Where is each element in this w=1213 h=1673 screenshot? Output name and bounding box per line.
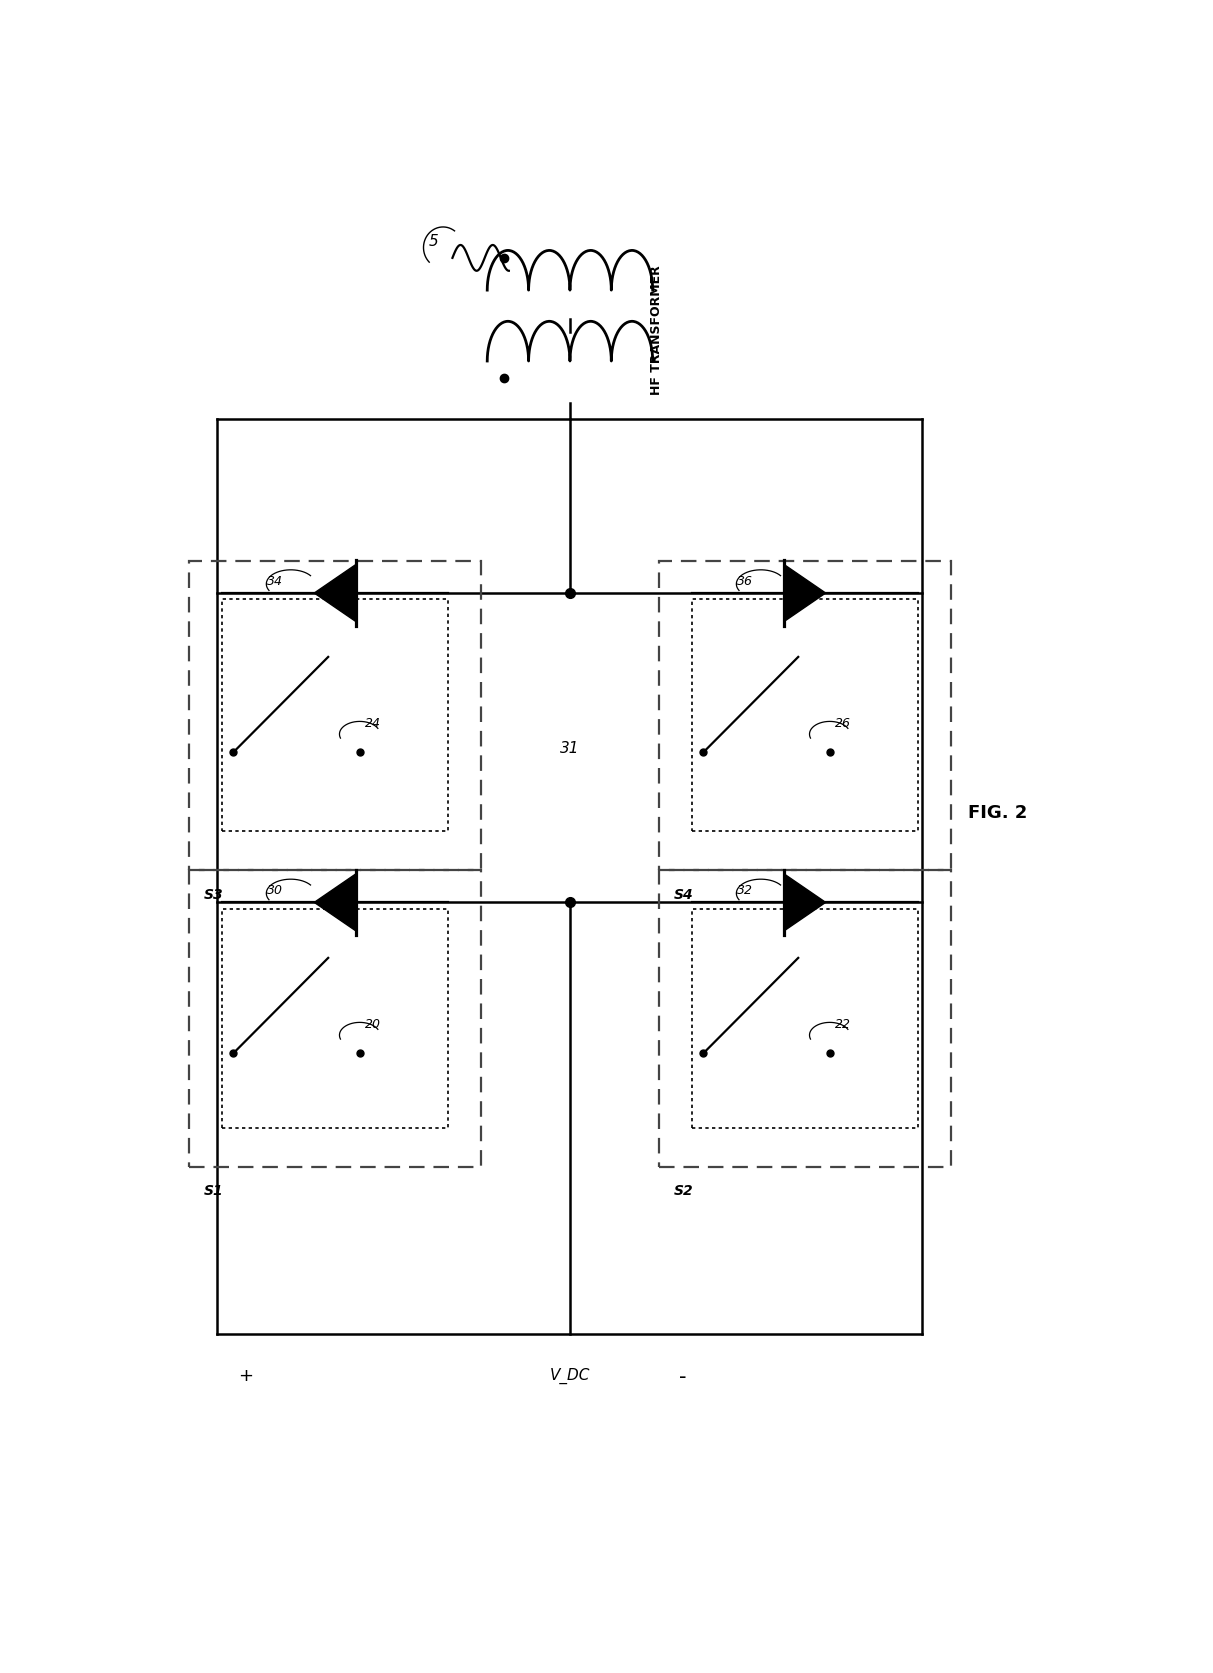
Text: S3: S3 <box>204 887 223 902</box>
Polygon shape <box>785 565 826 622</box>
Text: 24: 24 <box>364 716 381 729</box>
Polygon shape <box>785 875 826 932</box>
Text: +: + <box>238 1367 254 1385</box>
Bar <box>222 601 448 831</box>
Bar <box>693 601 918 831</box>
Bar <box>189 562 480 870</box>
Bar <box>660 870 951 1168</box>
Text: 36: 36 <box>738 574 753 587</box>
Bar <box>189 870 480 1168</box>
Text: S2: S2 <box>673 1184 693 1198</box>
Text: S4: S4 <box>673 887 693 902</box>
Polygon shape <box>314 565 355 622</box>
Polygon shape <box>314 875 355 932</box>
Text: 20: 20 <box>364 1017 381 1031</box>
Text: HF TRANSFORMER: HF TRANSFORMER <box>650 264 662 395</box>
Text: V_DC: V_DC <box>549 1367 591 1384</box>
Text: FIG. 2: FIG. 2 <box>968 803 1027 821</box>
Text: 5: 5 <box>428 234 439 248</box>
Text: 30: 30 <box>267 883 284 897</box>
Text: 34: 34 <box>267 574 284 587</box>
Bar <box>222 908 448 1128</box>
Text: 22: 22 <box>835 1017 850 1031</box>
Bar <box>693 908 918 1128</box>
Text: S1: S1 <box>204 1184 223 1198</box>
Text: 26: 26 <box>835 716 850 729</box>
Text: -: - <box>679 1367 687 1387</box>
Text: 32: 32 <box>738 883 753 897</box>
Bar <box>660 562 951 870</box>
Text: 31: 31 <box>560 741 580 756</box>
